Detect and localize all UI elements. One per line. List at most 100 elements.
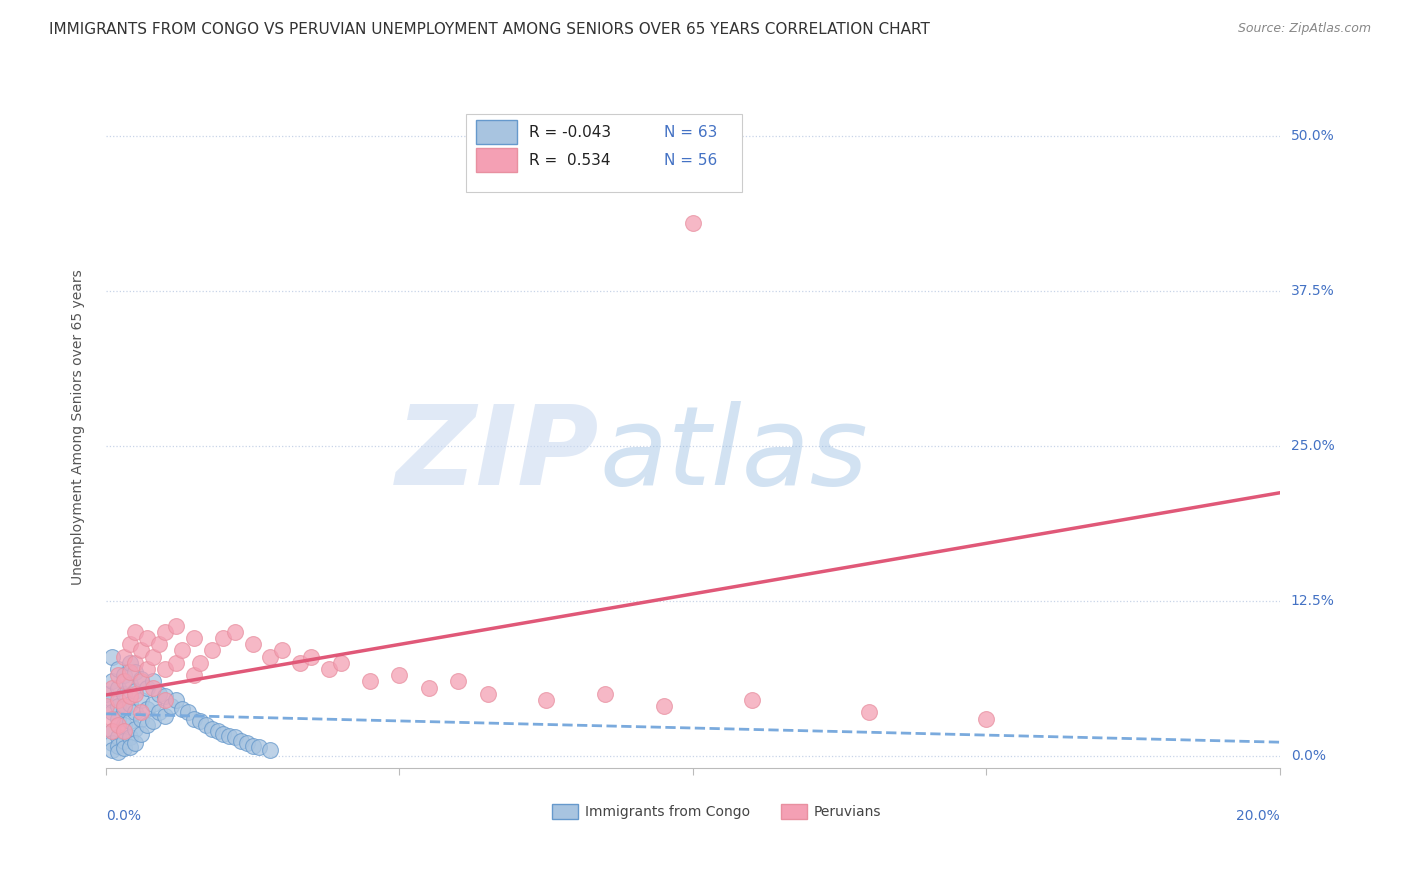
Point bbox=[112, 718, 135, 732]
Point bbox=[259, 649, 281, 664]
Point bbox=[153, 690, 176, 704]
Point bbox=[148, 637, 170, 651]
Point bbox=[976, 712, 998, 726]
Bar bbox=[780, 805, 807, 820]
Point bbox=[236, 736, 259, 750]
Point bbox=[142, 714, 165, 728]
Point bbox=[142, 649, 165, 664]
Point bbox=[159, 699, 181, 714]
Point bbox=[124, 656, 146, 670]
Point bbox=[741, 693, 763, 707]
Point bbox=[136, 681, 159, 695]
Point bbox=[183, 668, 205, 682]
Point bbox=[118, 690, 141, 704]
Point bbox=[112, 702, 135, 716]
Point bbox=[107, 718, 129, 732]
Point bbox=[118, 665, 141, 679]
Point bbox=[118, 656, 141, 670]
Text: ZIP: ZIP bbox=[395, 401, 599, 508]
Point bbox=[107, 712, 129, 726]
Point bbox=[534, 693, 557, 707]
Point bbox=[593, 687, 616, 701]
Point bbox=[388, 668, 411, 682]
Text: R =  0.534: R = 0.534 bbox=[529, 153, 610, 168]
Point bbox=[652, 699, 675, 714]
Point bbox=[477, 687, 499, 701]
Point bbox=[188, 656, 211, 670]
Point bbox=[166, 618, 188, 632]
Point bbox=[101, 674, 124, 689]
Point bbox=[94, 687, 117, 701]
Point bbox=[329, 656, 352, 670]
Point bbox=[112, 687, 135, 701]
Point bbox=[212, 631, 235, 645]
Point bbox=[118, 714, 141, 728]
Point bbox=[118, 697, 141, 711]
Text: N = 63: N = 63 bbox=[664, 125, 717, 140]
Point bbox=[124, 684, 146, 698]
Point bbox=[229, 734, 252, 748]
Point bbox=[288, 656, 311, 670]
Point bbox=[218, 729, 240, 743]
Point bbox=[101, 724, 124, 739]
Point bbox=[201, 643, 224, 657]
Point bbox=[124, 624, 146, 639]
FancyBboxPatch shape bbox=[467, 113, 742, 192]
Point bbox=[129, 712, 152, 726]
Point bbox=[101, 712, 124, 726]
Point bbox=[172, 702, 194, 716]
Point bbox=[129, 643, 152, 657]
Point bbox=[101, 681, 124, 695]
Point bbox=[148, 687, 170, 701]
Point bbox=[177, 706, 200, 720]
Text: 25.0%: 25.0% bbox=[1291, 439, 1334, 453]
Point bbox=[188, 714, 211, 728]
Text: atlas: atlas bbox=[599, 401, 868, 508]
Point bbox=[124, 722, 146, 736]
Point bbox=[194, 718, 217, 732]
Point bbox=[247, 740, 270, 755]
Text: 50.0%: 50.0% bbox=[1291, 129, 1334, 143]
Text: 0.0%: 0.0% bbox=[105, 809, 141, 823]
Text: 12.5%: 12.5% bbox=[1291, 594, 1334, 607]
Point bbox=[124, 706, 146, 720]
Point bbox=[101, 736, 124, 750]
Point bbox=[259, 742, 281, 756]
Point bbox=[118, 637, 141, 651]
Point bbox=[136, 702, 159, 716]
Point bbox=[118, 740, 141, 755]
Point bbox=[242, 637, 264, 651]
Point bbox=[107, 699, 129, 714]
Point bbox=[271, 643, 294, 657]
Point bbox=[447, 674, 470, 689]
Point bbox=[107, 745, 129, 759]
Point bbox=[148, 706, 170, 720]
Point bbox=[112, 724, 135, 739]
Point bbox=[107, 681, 129, 695]
Point bbox=[142, 681, 165, 695]
Point bbox=[418, 681, 440, 695]
Point bbox=[129, 706, 152, 720]
Point bbox=[107, 662, 129, 676]
Point bbox=[94, 699, 117, 714]
Point bbox=[153, 709, 176, 723]
Point bbox=[172, 643, 194, 657]
Point bbox=[153, 624, 176, 639]
Point bbox=[212, 726, 235, 740]
Point bbox=[153, 662, 176, 676]
Point bbox=[166, 656, 188, 670]
Point bbox=[124, 736, 146, 750]
Point bbox=[201, 722, 224, 736]
Point bbox=[101, 742, 124, 756]
Text: R = -0.043: R = -0.043 bbox=[529, 125, 610, 140]
Text: 37.5%: 37.5% bbox=[1291, 284, 1334, 298]
Point bbox=[112, 674, 135, 689]
Bar bbox=[553, 805, 578, 820]
Y-axis label: Unemployment Among Seniors over 65 years: Unemployment Among Seniors over 65 years bbox=[72, 269, 86, 585]
Point bbox=[136, 718, 159, 732]
Point bbox=[107, 739, 129, 753]
Point bbox=[318, 662, 340, 676]
Point bbox=[112, 741, 135, 756]
Point bbox=[142, 674, 165, 689]
Text: 0.0%: 0.0% bbox=[1291, 749, 1326, 763]
